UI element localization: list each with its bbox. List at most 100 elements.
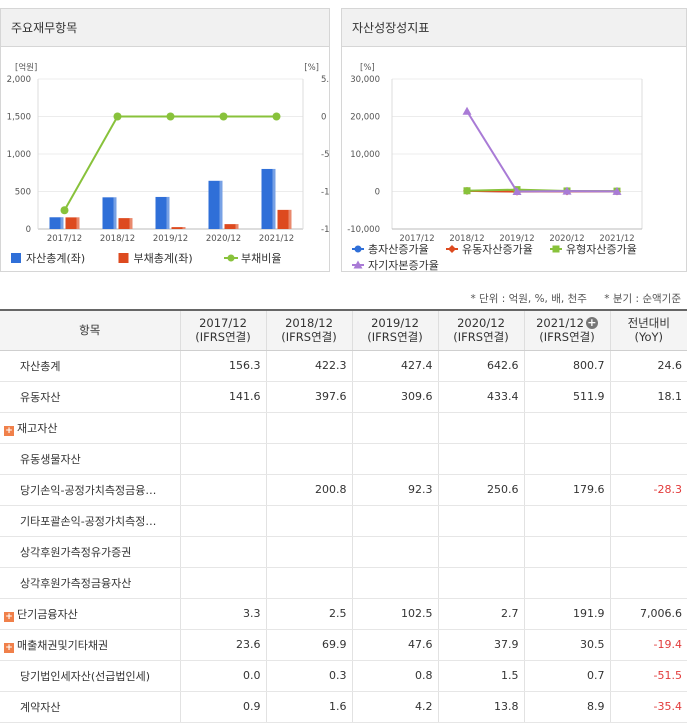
- expand-plus-icon[interactable]: +: [4, 642, 14, 653]
- bar-total-assets: [261, 168, 276, 229]
- header-basis: (IFRS연결): [539, 330, 595, 345]
- table-cell: [265, 567, 352, 599]
- table-cell: 309.6: [351, 381, 438, 413]
- bar-highlight: [235, 224, 239, 229]
- row-label-text: 매출채권및기타채권: [17, 638, 109, 652]
- row-label: 계약자산: [0, 691, 180, 723]
- row-label: 당기법인세자산(선급법인세): [0, 660, 180, 692]
- row-label-text: 재고자산: [17, 421, 58, 435]
- header-basis: (IFRS연결): [281, 330, 337, 345]
- header-period-3: 2020/12 (IFRS연결): [437, 309, 524, 351]
- header-basis: (IFRS연결): [367, 330, 423, 345]
- table-cell: [179, 567, 266, 599]
- yoy-cell: -28.3: [609, 474, 687, 506]
- table-header-row: 항목 2017/12 (IFRS연결) 2018/12 (IFRS연결) 2019/12(…: [0, 309, 687, 351]
- y-tick-label: 10,000: [350, 150, 380, 160]
- yoy-cell: -51.5: [609, 660, 687, 692]
- header-year: 2020/12: [457, 316, 505, 331]
- debt-ratio-line: [63, 115, 277, 211]
- table-cell: [179, 443, 266, 475]
- bar-total-liabilities: [171, 227, 186, 229]
- debt-ratio-point: [272, 112, 281, 121]
- table-row: 유동생물자산: [0, 443, 687, 475]
- row-label-text: 당기법인세자산(선급법인세): [20, 669, 151, 683]
- table-row: 계약자산 0.9 1.6 4.2 13.8 8.9 -35.4: [0, 691, 687, 723]
- financial-items-panel: 주요재무항목 [억원] [%] 2,000 1,500 1,000 500 0 5.00 0 -5…: [0, 8, 330, 272]
- header-yoy-sub: (YoY): [634, 330, 664, 345]
- row-label[interactable]: + 매출채권및기타채권: [0, 629, 180, 661]
- expand-plus-icon[interactable]: +: [4, 425, 14, 436]
- table-cell: [265, 443, 352, 475]
- x-tick-label: 2020/12: [206, 234, 241, 244]
- panel-title: 주요재무항목: [1, 9, 329, 47]
- table-cell: 92.3: [351, 474, 438, 506]
- axis-unit: [%]: [360, 63, 375, 73]
- yoy-cell: [609, 443, 687, 475]
- legend-label: 자기자본증가율: [368, 259, 439, 272]
- table-cell: 0.3: [265, 660, 352, 692]
- row-label[interactable]: + 단기금융자산: [0, 598, 180, 630]
- table-cell: 1.6: [265, 691, 352, 723]
- add-column-icon[interactable]: +: [585, 316, 598, 330]
- series-point: [512, 187, 522, 195]
- table-cell: [437, 567, 524, 599]
- header-yoy: 전년대비 (YoY): [609, 309, 687, 351]
- row-label: 유동자산: [0, 381, 180, 413]
- header-year: 2018/12: [285, 316, 333, 331]
- legend-swatch-marker: [552, 245, 560, 253]
- x-tick-label: 2020/12: [549, 234, 584, 244]
- table-cell: [437, 536, 524, 568]
- table-cell: 433.4: [437, 381, 524, 413]
- table-cell: [523, 567, 610, 599]
- table-cell: [179, 505, 266, 537]
- table-cell: 13.8: [437, 691, 524, 723]
- table-cell: [351, 443, 438, 475]
- table-cell: 0.7: [523, 660, 610, 692]
- row-label-text: 상각후원가측정유가증권: [20, 545, 132, 559]
- chart-legend: 자산총계(좌) 부채총계(좌) 부채비율: [11, 252, 281, 265]
- header-period-4: 2021/12 + (IFRS연결): [523, 309, 610, 351]
- yoy-cell: 24.6: [609, 350, 687, 382]
- series-point: [562, 186, 572, 195]
- y-tick-label: 500: [15, 188, 31, 198]
- table-cell: [179, 412, 266, 444]
- expand-plus-icon[interactable]: +: [4, 611, 14, 622]
- table-cell: [179, 536, 266, 568]
- row-label: 당기손익-공정가치측정금융…: [0, 474, 180, 506]
- yoy-cell: 18.1: [609, 381, 687, 413]
- bar-highlight: [129, 218, 133, 229]
- x-tick-label: 2021/12: [259, 234, 294, 244]
- y-tick-label: 0: [375, 188, 380, 198]
- table-row: 상각후원가측정유가증권: [0, 536, 687, 568]
- unit-note: * 단위 : 억원, %, 배, 천주 * 분기 : 순액기준: [0, 291, 681, 306]
- bar-highlight: [219, 180, 223, 229]
- row-label-text: 당기손익-공정가치측정금융…: [20, 483, 157, 497]
- bar-total-assets: [155, 196, 170, 229]
- y-tick-label: -10,000: [347, 225, 380, 235]
- bar-total-liabilities: [118, 218, 133, 229]
- table-row: 자산총계 156.3 422.3 427.4 642.6 800.7 24.6: [0, 350, 687, 382]
- table-cell: 0.0: [179, 660, 266, 692]
- row-label[interactable]: + 재고자산: [0, 412, 180, 444]
- right-axis-unit: [%]: [304, 63, 319, 73]
- table-cell: [351, 505, 438, 537]
- financial-table: 항목 2017/12 (IFRS연결) 2018/12 (IFRS연결) 2019/12(…: [0, 309, 687, 723]
- table-cell: [179, 474, 266, 506]
- bar-total-assets: [102, 197, 117, 229]
- legend-swatch: [118, 253, 129, 263]
- table-cell: 102.5: [351, 598, 438, 630]
- table-cell: 2.5: [265, 598, 352, 630]
- table-cell: 23.6: [179, 629, 266, 661]
- header-year: 2021/12: [536, 316, 584, 331]
- period-basis-text: * 분기 : 순액기준: [604, 293, 681, 305]
- series-point: [462, 106, 472, 115]
- x-tick-label: 2018/12: [100, 234, 135, 244]
- bar-highlight: [288, 209, 292, 229]
- table-cell: 141.6: [179, 381, 266, 413]
- table-cell: [437, 505, 524, 537]
- table-cell: 0.9: [179, 691, 266, 723]
- table-cell: 427.4: [351, 350, 438, 382]
- header-basis: (IFRS연결): [195, 330, 251, 345]
- table-row: 당기손익-공정가치측정금융… 200.8 92.3 250.6 179.6 -28.3: [0, 474, 687, 506]
- y2-tick-label: 0: [321, 113, 326, 123]
